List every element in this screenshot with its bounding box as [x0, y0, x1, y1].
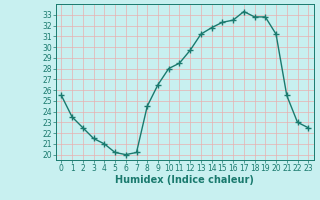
X-axis label: Humidex (Indice chaleur): Humidex (Indice chaleur)	[116, 175, 254, 185]
